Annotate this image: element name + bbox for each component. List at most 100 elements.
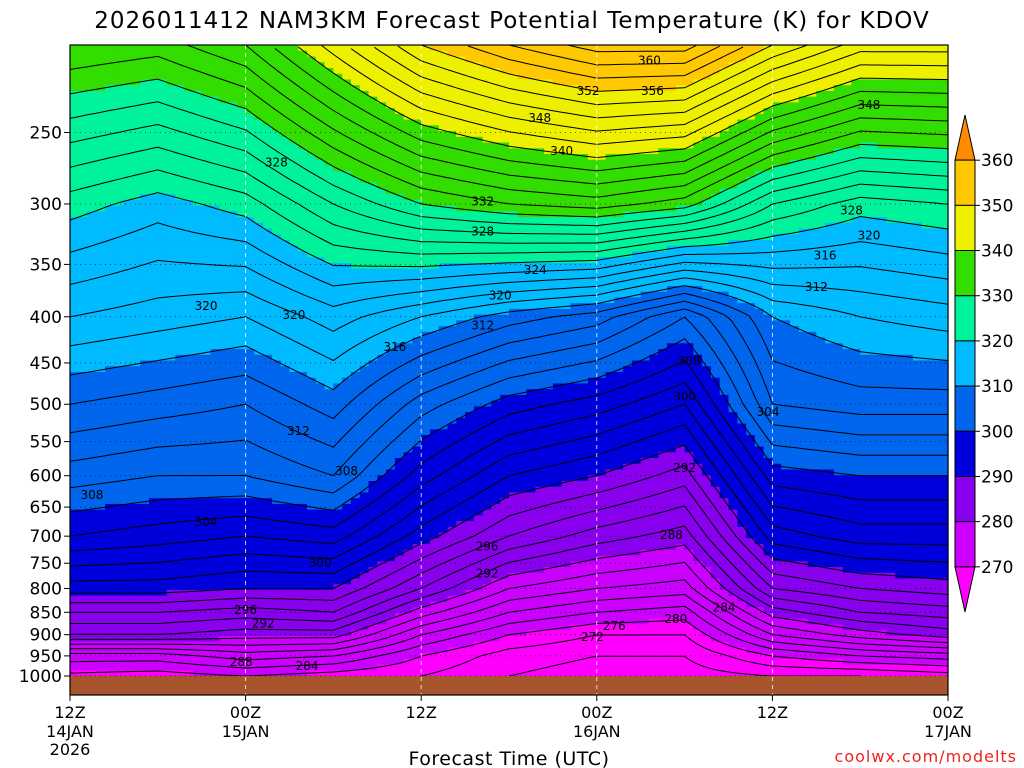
theta-cell	[298, 50, 308, 58]
theta-cell	[192, 658, 203, 666]
theta-cell	[245, 635, 255, 643]
theta-cell	[438, 406, 449, 413]
theta-cell	[298, 618, 308, 625]
theta-cell	[201, 446, 212, 453]
theta-cell	[412, 360, 422, 367]
theta-cell	[271, 429, 282, 436]
theta-cell	[271, 326, 282, 333]
theta-cell	[70, 544, 80, 551]
theta-cell	[386, 360, 396, 367]
theta-cell	[122, 567, 133, 574]
theta-cell	[350, 50, 361, 58]
theta-cell	[377, 297, 387, 304]
theta-cell	[105, 538, 115, 545]
theta-cell	[447, 205, 457, 212]
theta-cell	[184, 240, 194, 247]
theta-cell	[271, 589, 282, 597]
theta-cell	[280, 366, 291, 373]
theta-cell	[113, 119, 124, 126]
theta-cell	[315, 268, 326, 276]
theta-cell	[236, 308, 247, 316]
theta-cell	[438, 584, 449, 591]
theta-cell	[438, 458, 449, 465]
theta-cell	[201, 561, 212, 568]
theta-cell	[105, 222, 115, 230]
theta-cell	[78, 412, 89, 419]
theta-cell	[175, 280, 185, 287]
theta-cell	[350, 303, 361, 310]
theta-cell	[412, 389, 422, 396]
theta-cell	[236, 90, 247, 98]
theta-cell	[280, 544, 291, 551]
theta-cell	[78, 526, 89, 534]
theta-cell	[113, 475, 124, 482]
theta-cell	[192, 446, 203, 453]
theta-cell	[324, 578, 334, 585]
theta-cell	[403, 670, 414, 677]
theta-cell	[456, 354, 466, 362]
theta-cell	[245, 245, 255, 253]
theta-cell	[175, 549, 185, 557]
theta-cell	[113, 136, 124, 144]
theta-cell	[105, 303, 115, 310]
theta-cell	[271, 400, 282, 407]
theta-cell	[412, 257, 422, 264]
theta-cell	[429, 136, 440, 144]
theta-cell	[192, 217, 203, 224]
theta-cell	[447, 641, 457, 648]
theta-cell	[377, 125, 387, 132]
theta-cell	[465, 251, 475, 258]
theta-cell	[421, 308, 431, 316]
theta-cell	[377, 67, 387, 75]
theta-cell	[166, 578, 176, 585]
theta-cell	[421, 360, 431, 367]
theta-cell	[298, 205, 308, 212]
theta-cell	[219, 85, 229, 92]
theta-cell	[315, 595, 326, 603]
theta-cell	[113, 584, 124, 591]
theta-cell	[298, 320, 308, 327]
theta-cell	[157, 377, 168, 385]
theta-cell	[412, 601, 422, 608]
theta-cell	[350, 67, 361, 75]
theta-cell	[96, 664, 106, 671]
theta-cell	[175, 50, 185, 58]
theta-cell	[368, 119, 378, 126]
theta-cell	[368, 234, 378, 241]
theta-cell	[377, 240, 387, 247]
theta-cell	[465, 56, 475, 63]
theta-cell	[201, 67, 212, 75]
theta-cell	[333, 366, 343, 373]
theta-cell	[245, 343, 255, 350]
theta-cell	[140, 653, 150, 660]
theta-cell	[315, 96, 326, 103]
theta-cell	[280, 171, 291, 178]
theta-cell	[386, 452, 396, 459]
theta-cell	[96, 131, 106, 138]
theta-cell	[289, 50, 299, 58]
theta-cell	[394, 291, 405, 298]
theta-cell	[184, 217, 194, 224]
theta-cell	[315, 314, 326, 321]
theta-cell	[403, 113, 414, 121]
theta-cell	[271, 331, 282, 339]
theta-cell	[447, 274, 457, 281]
theta-cell	[377, 274, 387, 281]
theta-cell	[236, 578, 247, 585]
theta-cell	[228, 498, 238, 505]
theta-cell	[377, 549, 387, 557]
theta-cell	[140, 320, 150, 327]
theta-cell	[289, 142, 299, 149]
theta-cell	[157, 561, 168, 568]
theta-cell	[350, 228, 361, 235]
theta-cell	[122, 67, 133, 75]
theta-cell	[184, 108, 194, 115]
theta-cell	[412, 50, 422, 58]
theta-cell	[403, 641, 414, 648]
theta-cell	[412, 343, 422, 350]
theta-cell	[210, 291, 220, 298]
theta-cell	[157, 607, 168, 614]
theta-cell	[157, 624, 168, 631]
theta-cell	[105, 624, 115, 631]
theta-cell	[236, 440, 247, 448]
